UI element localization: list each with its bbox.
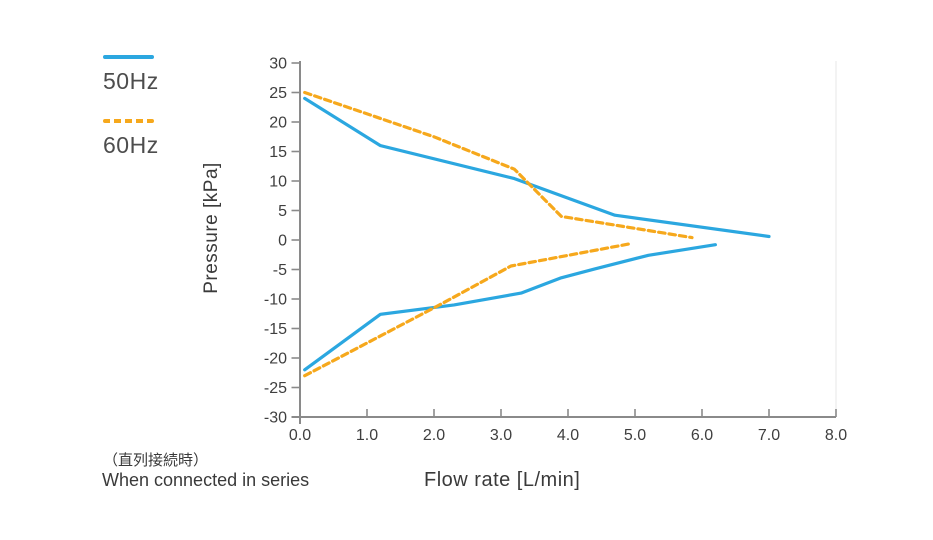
note-english: When connected in series [102,470,310,490]
y-tick-label: -20 [264,351,287,368]
x-tick-label: 7.0 [758,427,780,444]
x-tick-label: 0.0 [289,427,311,444]
x-tick-label: 2.0 [423,427,445,444]
y-tick-label: 15 [269,144,287,161]
series-60hz-negative-pressure-line [303,242,630,378]
y-tick-label: -30 [264,410,287,427]
x-tick-label: 4.0 [557,427,579,444]
series-50hz-positive-pressure-line [303,96,771,239]
legend-50hz-line-swatch [103,55,154,59]
x-tick-label: 8.0 [825,427,847,444]
series-60hz-positive-pressure-line [303,90,694,240]
y-tick-label: 30 [269,56,287,73]
y-tick-label: 0 [278,233,287,250]
y-tick-label: -5 [273,262,287,279]
chart-legend: 50Hz 60Hz [103,55,159,183]
series-50hz-negative-pressure-line [303,243,717,372]
x-tick-label: 3.0 [490,427,512,444]
x-axis-title: Flow rate [L/min] [424,469,581,491]
y-tick-label: -15 [264,321,287,338]
y-tick-label: 20 [269,115,287,132]
x-tick-label: 6.0 [691,427,713,444]
y-tick-label: -25 [264,380,287,397]
y-tick-label: 5 [278,203,287,220]
legend-60hz-line-swatch [103,119,154,123]
y-axis-title: Pressure [kPa] [201,162,222,294]
y-tick-label: 10 [269,174,287,191]
x-tick-label: 1.0 [356,427,378,444]
y-tick-label: 25 [269,85,287,102]
legend-50hz-label: 50Hz [103,68,159,94]
note-japanese: （直列接続時） [103,452,209,469]
legend-60hz-label: 60Hz [103,132,159,158]
y-tick-label: -10 [264,292,287,309]
x-tick-label: 5.0 [624,427,646,444]
